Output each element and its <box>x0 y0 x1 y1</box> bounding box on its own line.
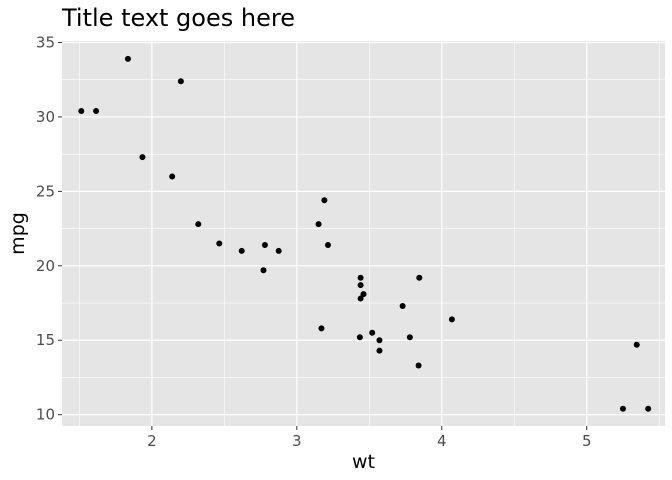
data-point <box>315 221 322 228</box>
y-tick-label: 20 <box>36 257 55 275</box>
data-point <box>238 247 245 254</box>
plot-panel <box>62 41 665 426</box>
data-point <box>177 78 184 85</box>
y-tick-label: 30 <box>36 108 55 126</box>
x-axis-title: wt <box>352 451 375 473</box>
data-point <box>195 221 202 228</box>
data-point <box>261 241 268 248</box>
data-point <box>318 325 325 332</box>
major-gridlines <box>62 41 665 426</box>
data-point <box>357 282 364 289</box>
data-point <box>376 337 383 344</box>
data-point <box>645 405 652 412</box>
data-point <box>139 154 146 161</box>
data-point <box>78 107 85 114</box>
x-tick-label: 3 <box>292 432 302 450</box>
data-point <box>369 329 376 336</box>
data-point <box>619 405 626 412</box>
data-point <box>360 291 367 298</box>
y-tick-label: 10 <box>36 406 55 424</box>
minor-gridlines <box>62 41 665 426</box>
x-tick-label: 4 <box>437 432 447 450</box>
y-axis-title: mpg <box>7 212 29 255</box>
data-point <box>357 295 364 302</box>
data-point <box>357 274 364 281</box>
data-point <box>376 347 383 354</box>
data-point <box>406 334 413 341</box>
data-point <box>415 362 422 369</box>
data-point <box>356 334 363 341</box>
data-point <box>321 197 328 204</box>
data-point <box>275 247 282 254</box>
data-point <box>399 303 406 310</box>
data-point <box>260 267 267 274</box>
data-point <box>216 240 223 247</box>
y-tick-label: 25 <box>36 182 55 200</box>
data-point <box>633 341 640 348</box>
data-point <box>169 173 176 180</box>
x-axis: 2 3 4 5 <box>147 426 591 450</box>
x-tick-label: 2 <box>147 432 157 450</box>
data-point <box>448 316 455 323</box>
y-tick-label: 15 <box>36 331 55 349</box>
data-point <box>416 274 423 281</box>
data-point <box>93 107 100 114</box>
y-axis: 10 15 20 25 30 35 <box>36 33 62 424</box>
y-tick-label: 35 <box>36 33 55 51</box>
data-points <box>78 55 652 412</box>
chart-title: Title text goes here <box>61 4 295 32</box>
data-point <box>324 241 331 248</box>
x-tick-label: 5 <box>582 432 592 450</box>
data-point <box>124 55 131 62</box>
